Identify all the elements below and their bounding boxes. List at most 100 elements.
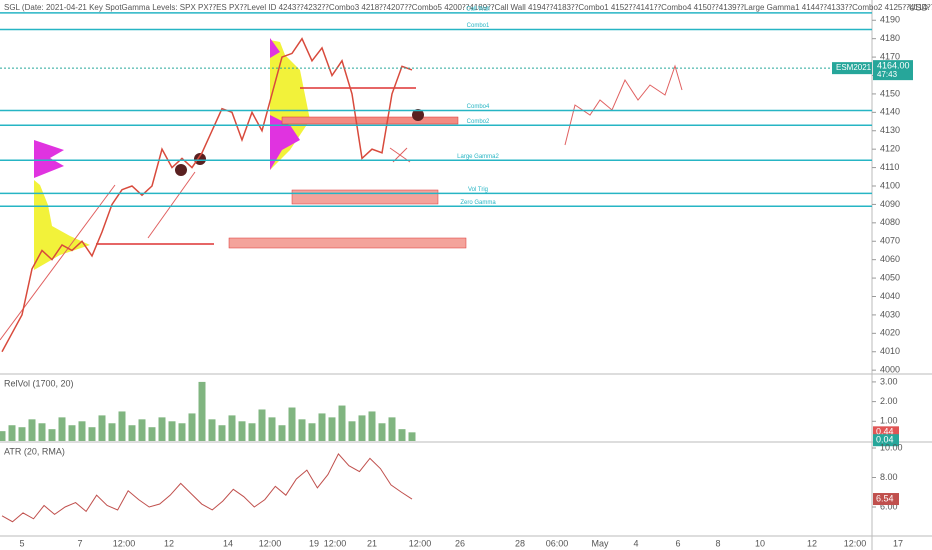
volume-bar: [378, 423, 386, 441]
y-tick-label: 4060: [880, 254, 900, 264]
x-tick-label: 12:00: [113, 538, 136, 548]
x-tick-label: 12: [164, 538, 174, 548]
volume-profile: [270, 38, 300, 170]
y-tick-label: 4140: [880, 107, 900, 117]
volume-bar: [168, 421, 176, 441]
y-tick-label: 4090: [880, 199, 900, 209]
volume-bar: [338, 405, 346, 441]
y-tick-label: 4190: [880, 15, 900, 25]
projection-path: [564, 64, 683, 146]
y-tick-label: 8.00: [880, 472, 898, 482]
volume-bar: [388, 417, 396, 441]
chart-title: SGL (Date: 2021-04-21 Key SpotGamma Leve…: [4, 3, 932, 12]
gamma-level-label: Combo4: [467, 104, 490, 110]
y-tick-label: 4010: [880, 346, 900, 356]
pane-title: ATR (20, RMA): [4, 446, 65, 456]
price-tag-label: 6.54: [876, 493, 894, 503]
volume-bar: [78, 421, 86, 441]
atr-line: [1, 453, 413, 523]
volume-bar: [88, 427, 96, 441]
volume-bar: [0, 431, 6, 441]
x-tick-label: 10: [755, 538, 765, 548]
volume-bar: [248, 423, 256, 441]
x-tick-label: 8: [715, 538, 720, 548]
volume-bar: [208, 419, 216, 441]
price-tag-label: 0.04: [876, 435, 894, 445]
volume-bar: [258, 409, 266, 441]
price-tag-label: 4164.00: [877, 61, 910, 71]
volume-bar: [268, 417, 276, 441]
gamma-level-label: Vol Trig: [468, 187, 488, 193]
volume-bar: [58, 417, 66, 441]
y-tick-label: 1.00: [880, 416, 898, 426]
y-tick-label: 3.00: [880, 376, 898, 386]
symbol-tag-label: ESM2021: [836, 63, 872, 72]
y-tick-label: 4130: [880, 125, 900, 135]
y-tick-label: 4120: [880, 144, 900, 154]
volume-bar: [188, 413, 196, 441]
price-tag: [873, 434, 899, 447]
gamma-level-label: Large Gamma2: [457, 154, 499, 160]
volume-bar: [238, 421, 246, 441]
volume-bar: [358, 415, 366, 441]
volume-bar: [318, 413, 326, 441]
volume-bar: [128, 425, 136, 441]
symbol-tag: [832, 62, 872, 75]
axis-unit: USD: [909, 2, 929, 12]
x-tick-label: 7: [77, 538, 82, 548]
volume-bar: [348, 421, 356, 441]
zone-box: [291, 189, 439, 205]
y-tick-label: 4100: [880, 180, 900, 190]
price-tag: [873, 60, 913, 81]
volume-bar: [328, 417, 336, 441]
marker: [194, 153, 206, 165]
volume-bar: [118, 411, 126, 441]
x-tick-label: 14: [223, 538, 233, 548]
gamma-level-label: Zero Gamma: [460, 200, 496, 206]
y-tick-label: 2.00: [880, 396, 898, 406]
drawn-arrow: [0, 147, 411, 341]
volume-bar: [198, 381, 206, 441]
volume-bar: [38, 423, 46, 441]
zone-box: [228, 237, 467, 249]
volume-bar: [228, 415, 236, 441]
x-tick-label: 4: [633, 538, 638, 548]
volume-bar: [98, 415, 106, 441]
volume-bar: [178, 423, 186, 441]
x-tick-label: 12:00: [259, 538, 282, 548]
x-tick-label: 19: [309, 538, 319, 548]
volume-bar: [108, 423, 116, 441]
x-tick-label: 21: [367, 538, 377, 548]
x-tick-label: May: [591, 538, 609, 548]
pane-title: RelVol (1700, 20): [4, 378, 74, 388]
x-tick-label: 12:00: [409, 538, 432, 548]
volume-bar: [398, 429, 406, 441]
volume-bar: [28, 419, 36, 441]
price-tag-label: 0.44: [876, 427, 894, 437]
y-tick-label: 4080: [880, 217, 900, 227]
y-tick-label: 4050: [880, 272, 900, 282]
y-tick-label: 4020: [880, 328, 900, 338]
volume-bar: [148, 427, 156, 441]
volume-bar: [218, 425, 226, 441]
volume-bar: [408, 432, 416, 441]
volume-profile: [34, 140, 64, 178]
gamma-level-label: Call Wall: [466, 6, 489, 12]
volume-bar: [68, 425, 76, 441]
price-tag: [873, 493, 899, 506]
x-tick-label: 12:00: [844, 538, 867, 548]
x-tick-label: 12:00: [324, 538, 347, 548]
volume-bar: [158, 417, 166, 441]
volume-bar: [288, 407, 296, 441]
volume-bar: [48, 429, 56, 441]
x-tick-label: 12: [807, 538, 817, 548]
x-tick-label: 5: [19, 538, 24, 548]
gamma-level-label: Combo1: [467, 23, 490, 29]
x-tick-label: 6: [675, 538, 680, 548]
y-tick-label: 4110: [880, 162, 899, 172]
marker: [175, 164, 187, 176]
volume-bar: [308, 423, 316, 441]
x-tick-label: 26: [455, 538, 465, 548]
